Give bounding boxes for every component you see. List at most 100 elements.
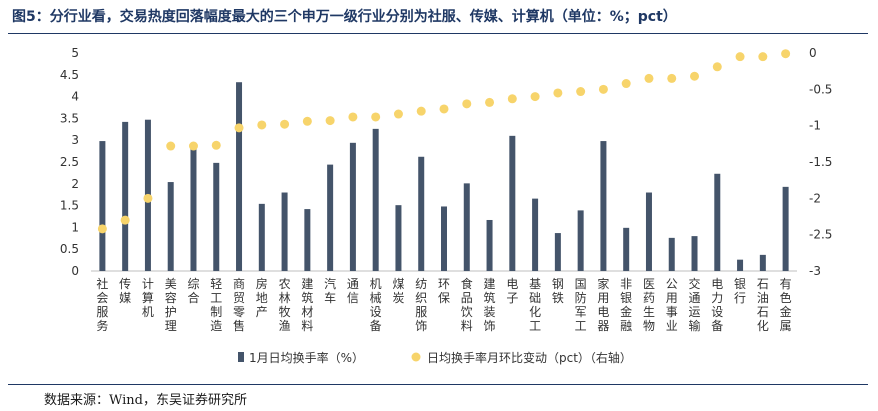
legend-dot-swatch: [411, 352, 421, 362]
bar: [463, 183, 470, 271]
bar: [281, 192, 288, 271]
bar: [167, 182, 174, 271]
category-label: 电子: [506, 277, 518, 305]
category-label: 交通运输: [689, 276, 701, 333]
bar: [668, 237, 675, 271]
bar: [441, 206, 447, 271]
category-label: 公用事业: [666, 277, 678, 333]
category-label: 医药生物: [643, 277, 655, 333]
category-label: 农林牧渔: [279, 277, 291, 333]
bar: [532, 198, 539, 271]
dot: [302, 116, 312, 126]
dot: [621, 79, 631, 89]
right-tick-label: -2: [809, 191, 821, 205]
dot: [576, 87, 586, 97]
dot: [644, 73, 654, 83]
left-tick-label: 5: [71, 46, 79, 60]
bar: [372, 128, 379, 271]
source-rule: [8, 384, 868, 385]
category-label: 机械设备: [370, 277, 382, 333]
right-tick-label: -1.5: [809, 155, 832, 169]
bar: [395, 205, 402, 271]
bar: [714, 173, 721, 271]
left-tick-label: 4: [71, 90, 79, 104]
title-rule: [8, 33, 868, 34]
dot: [485, 97, 495, 107]
category-label: 美容护理: [165, 277, 177, 333]
bar: [759, 254, 766, 271]
category-label: 石油石化: [757, 277, 769, 333]
dot: [598, 84, 608, 94]
left-tick-label: 1: [71, 220, 79, 234]
dot: [712, 62, 722, 72]
bar: [600, 141, 607, 271]
category-label: 食品饮料: [461, 276, 473, 333]
category-label: 轻工制造: [210, 277, 222, 333]
left-tick-label: 4.5: [60, 68, 79, 82]
category-label: 建筑材料: [301, 277, 313, 333]
dot-series: [97, 49, 791, 234]
right-tick-label: -3: [809, 264, 821, 278]
dot: [530, 92, 540, 102]
bar: [99, 141, 106, 271]
legend-bar-swatch: [238, 352, 244, 362]
bar: [304, 209, 311, 271]
dot: [781, 49, 791, 59]
category-label: 非银金融: [620, 277, 632, 333]
dot: [348, 112, 358, 122]
left-tick-label: 3: [71, 133, 79, 147]
category-label: 煤炭: [392, 277, 404, 305]
dot: [211, 140, 221, 150]
dot: [120, 215, 130, 225]
category-label: 社会服务: [96, 276, 108, 333]
right-axis: 0 -0.5 -1 -1.5 -2 -2.5 -3: [809, 46, 832, 278]
bar: [236, 82, 243, 271]
category-label: 银行: [734, 277, 746, 305]
left-tick-label: 0.5: [60, 242, 79, 256]
bar: [418, 156, 425, 271]
dot: [97, 224, 107, 234]
category-label: 综合: [187, 277, 199, 305]
bar: [213, 162, 220, 271]
bar: [645, 192, 652, 271]
dot: [553, 88, 563, 98]
left-tick-label: 0: [71, 264, 79, 278]
dot: [143, 193, 153, 203]
bar: [486, 219, 493, 271]
dot: [188, 141, 198, 151]
dot: [690, 71, 700, 81]
dot: [735, 52, 745, 62]
category-label: 房地产: [256, 276, 268, 319]
bar: [122, 121, 129, 271]
right-tick-label: -1: [809, 119, 821, 133]
right-tick-label: 0: [809, 46, 817, 60]
bar: [782, 186, 789, 271]
bar: [554, 233, 561, 271]
left-tick-label: 2.5: [60, 155, 79, 169]
left-tick-label: 3.5: [60, 111, 79, 125]
bar: [327, 164, 334, 271]
category-label: 有色金属: [780, 277, 792, 333]
category-label: 家用电器: [597, 276, 609, 333]
category-labels: 社会服务传媒计算机美容护理综合轻工制造商贸零售房地产农林牧渔建筑材料汽车通信机械…: [96, 276, 791, 333]
right-tick-label: -0.5: [809, 82, 832, 96]
dot: [439, 104, 449, 114]
category-label: 传媒: [119, 276, 131, 305]
category-label: 纺织服饰: [415, 277, 427, 333]
category-label: 钢铁: [552, 277, 564, 305]
source-note: 数据来源：Wind，东吴证券研究所: [44, 393, 247, 408]
dot: [166, 141, 176, 151]
dot: [416, 106, 426, 116]
bar-series: [99, 82, 789, 271]
legend: 1月日均换手率（%） 日均换手率月环比变动（pct）（右轴）: [238, 350, 632, 365]
legend-bar-label: 1月日均换手率（%）: [249, 350, 364, 365]
category-label: 计算机: [142, 277, 154, 319]
category-label: 汽车: [324, 276, 336, 305]
category-label: 环保: [438, 277, 450, 305]
dot: [280, 119, 290, 129]
left-tick-label: 1.5: [60, 199, 79, 213]
category-label: 电力设备: [711, 277, 723, 333]
right-tick-label: -2.5: [809, 228, 832, 242]
legend-dot-label: 日均换手率月环比变动（pct）（右轴）: [427, 350, 632, 365]
